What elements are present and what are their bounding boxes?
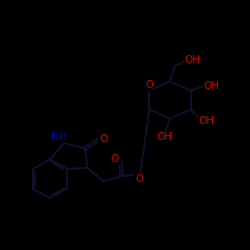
Text: OH: OH (156, 132, 172, 142)
Text: OH: OH (203, 81, 219, 91)
Text: OH: OH (199, 116, 215, 126)
Text: O: O (111, 154, 119, 164)
Text: O: O (135, 174, 143, 184)
Text: OH: OH (185, 54, 201, 64)
Text: O: O (145, 80, 153, 90)
Text: NH: NH (52, 132, 67, 142)
Text: O: O (99, 134, 107, 143)
